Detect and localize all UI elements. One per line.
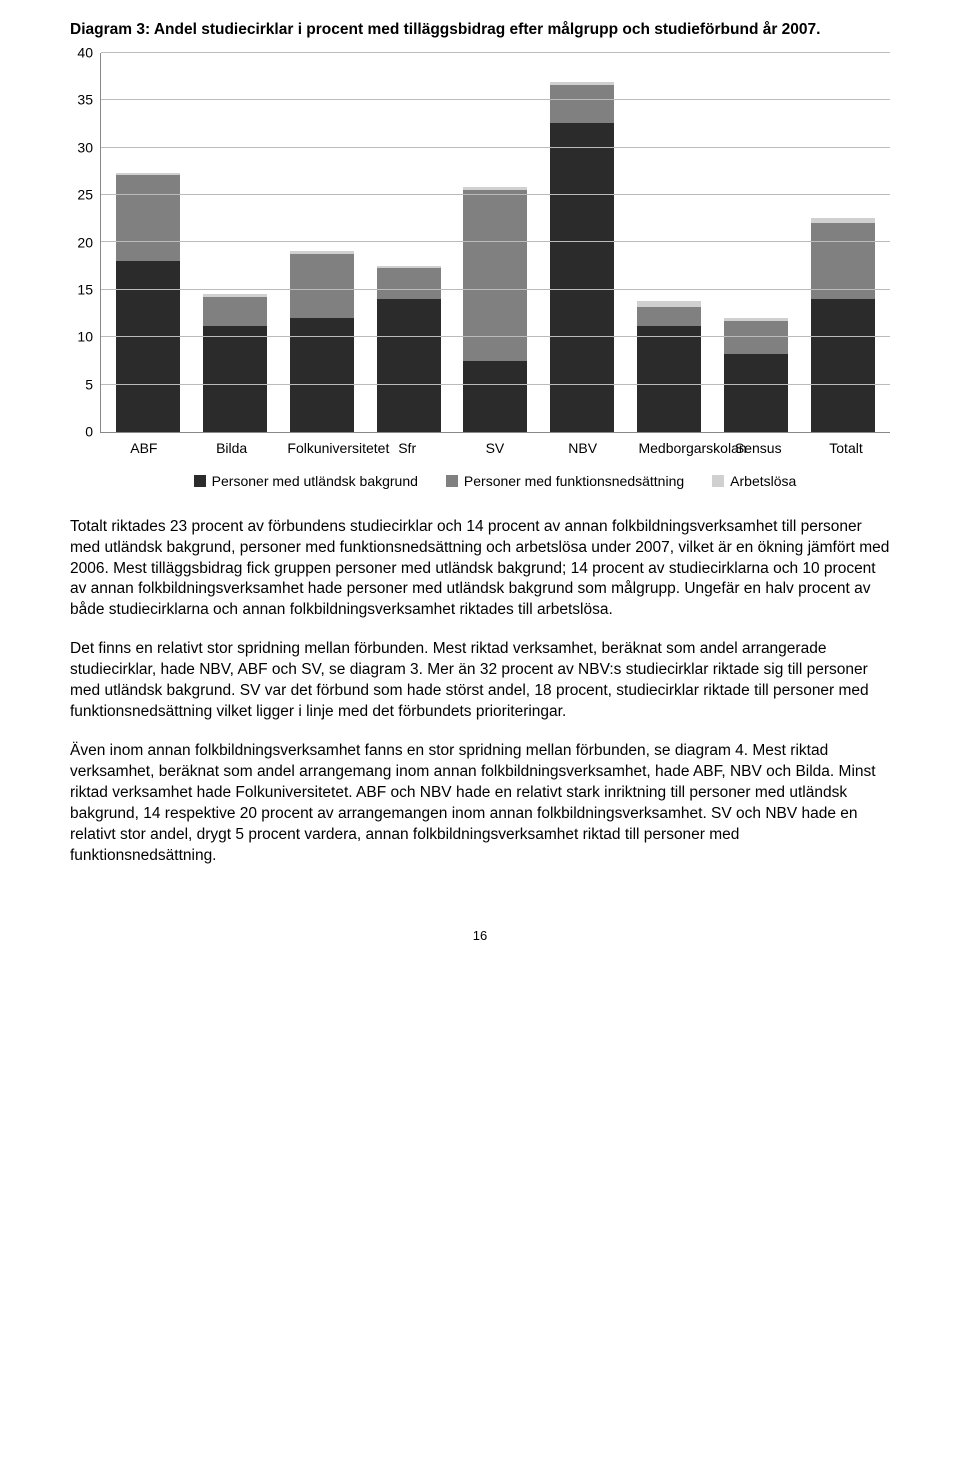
chart-bars (101, 53, 890, 432)
legend-swatch (446, 475, 458, 487)
gridline (101, 336, 890, 337)
bar-stack (637, 301, 701, 432)
bar-segment (463, 361, 527, 432)
chart-container: 0510152025303540 ABF Bilda Folkuniversitet… (70, 53, 890, 491)
bar-column (290, 251, 354, 431)
bar-segment (290, 254, 354, 318)
bar-column (550, 82, 614, 432)
bar-segment (724, 321, 788, 354)
bar-stack (377, 266, 441, 432)
legend-item: Arbetslösa (712, 472, 796, 491)
gridline (101, 384, 890, 385)
y-tick-label: 5 (85, 375, 101, 394)
chart-title: Diagram 3: Andel studiecirklar i procent… (70, 20, 890, 41)
bar-stack (116, 173, 180, 432)
bar-segment (116, 175, 180, 261)
chart-legend: Personer med utländsk bakgrund Personer m… (100, 472, 890, 491)
bar-segment (811, 223, 875, 299)
body-paragraph-3: Även inom annan folkbildningsverksamhet … (70, 741, 890, 867)
x-tick-label: Sfr (375, 439, 439, 458)
y-tick-label: 10 (77, 328, 101, 347)
bar-stack (550, 82, 614, 432)
legend-swatch (712, 475, 724, 487)
bar-segment (116, 261, 180, 432)
chart-x-labels: ABF Bilda Folkuniversitetet Sfr SV NBV Medborg… (100, 439, 890, 458)
gridline (101, 194, 890, 195)
y-tick-label: 40 (77, 43, 101, 62)
bar-column (463, 187, 527, 432)
y-tick-label: 15 (77, 280, 101, 299)
body-paragraph-1: Totalt riktades 23 procent av förbundens… (70, 517, 890, 622)
y-tick-label: 25 (77, 186, 101, 205)
bar-column (811, 218, 875, 432)
gridline (101, 289, 890, 290)
bar-column (637, 301, 701, 432)
bar-segment (811, 299, 875, 432)
x-tick-label: SV (463, 439, 527, 458)
bar-segment (637, 326, 701, 432)
gridline (101, 52, 890, 53)
bar-segment (550, 85, 614, 123)
bar-stack (463, 187, 527, 432)
x-tick-label: Medborgarskolan (638, 439, 702, 458)
legend-label: Personer med utländsk bakgrund (212, 472, 418, 491)
bar-segment (290, 318, 354, 432)
bar-column (116, 173, 180, 432)
bar-segment (203, 297, 267, 326)
legend-item: Personer med funktionsnedsättning (446, 472, 684, 491)
x-tick-label: Bilda (200, 439, 264, 458)
legend-item: Personer med utländsk bakgrund (194, 472, 418, 491)
bar-segment (377, 268, 441, 299)
gridline (101, 147, 890, 148)
x-tick-label: Sensus (726, 439, 790, 458)
legend-swatch (194, 475, 206, 487)
bar-stack (811, 218, 875, 432)
bar-column (377, 266, 441, 432)
bar-segment (637, 307, 701, 326)
gridline (101, 99, 890, 100)
bar-column (724, 318, 788, 432)
bar-segment (550, 123, 614, 432)
bar-segment (724, 354, 788, 432)
bar-stack (290, 251, 354, 431)
x-tick-label: ABF (112, 439, 176, 458)
body-paragraph-2: Det finns en relativt stor spridning mel… (70, 639, 890, 723)
x-tick-label: Totalt (814, 439, 878, 458)
bar-segment (203, 326, 267, 432)
bar-stack (203, 294, 267, 432)
chart-plot-area: 0510152025303540 (100, 53, 890, 433)
y-tick-label: 0 (85, 422, 101, 441)
y-tick-label: 20 (77, 233, 101, 252)
legend-label: Personer med funktionsnedsättning (464, 472, 684, 491)
bar-column (203, 294, 267, 432)
x-tick-label: NBV (551, 439, 615, 458)
y-tick-label: 30 (77, 138, 101, 157)
x-tick-label: Folkuniversitetet (287, 439, 351, 458)
bar-segment (377, 299, 441, 432)
page-number: 16 (70, 927, 890, 945)
legend-label: Arbetslösa (730, 472, 796, 491)
bar-segment (463, 190, 527, 361)
bar-stack (724, 318, 788, 432)
gridline (101, 241, 890, 242)
y-tick-label: 35 (77, 91, 101, 110)
